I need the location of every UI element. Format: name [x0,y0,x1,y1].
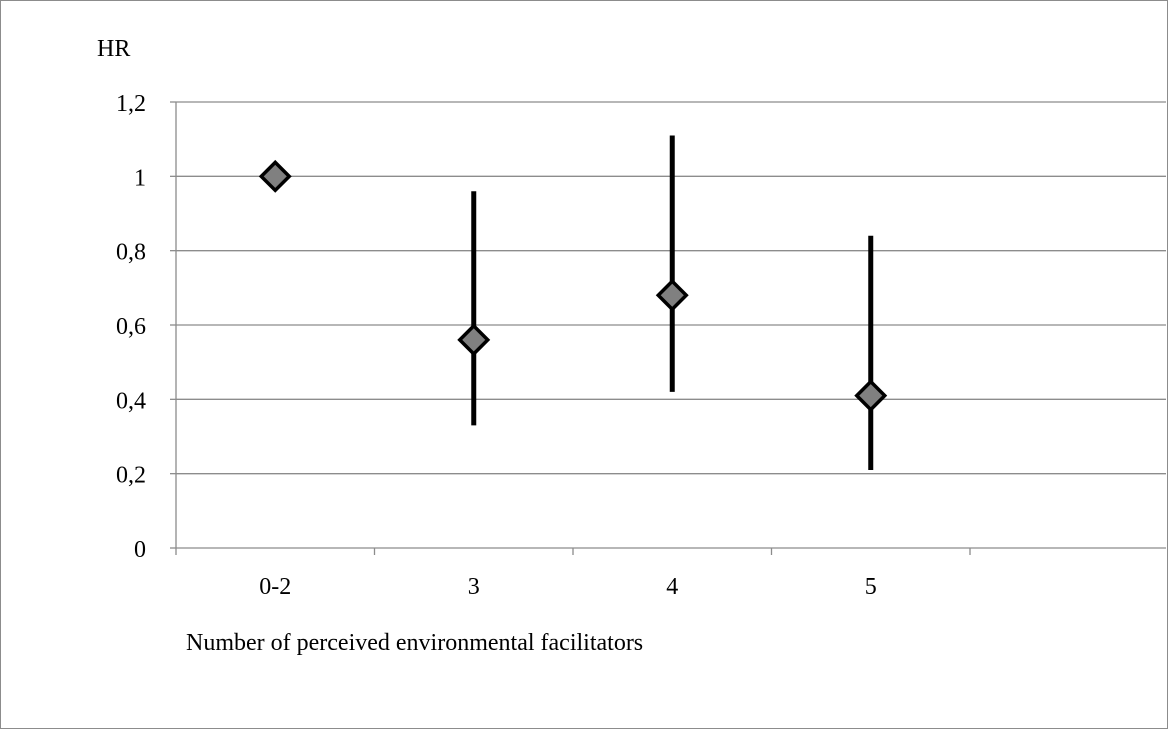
hr-marker [854,379,888,413]
hr-marker [457,323,491,357]
hr-marker [655,278,689,312]
x-tick-label: 4 [666,574,678,600]
axes [170,101,1166,555]
y-tick-label: 0,6 [116,314,146,340]
y-axis-title: HR [97,36,130,62]
y-tick-label: 0,2 [116,463,146,489]
x-tick-label: 5 [865,574,877,600]
y-tick-label: 1,2 [116,91,146,117]
y-tick-label: 0,4 [116,388,146,414]
hr-marker [258,159,292,193]
hr-markers [258,159,888,413]
y-tick-labels: 0 0,2 0,4 0,6 0,8 1 1,2 [116,91,146,563]
y-tick-label: 0 [134,537,146,563]
x-tick-label: 3 [468,574,480,600]
y-tick-label: 0,8 [116,240,146,266]
error-bars [471,135,874,470]
x-tick-labels: 0-2 3 4 5 [259,574,877,600]
y-tick-label: 1 [134,165,146,191]
x-tick-label: 0-2 [259,574,291,600]
x-axis-title: Number of perceived environmental facili… [186,630,643,656]
